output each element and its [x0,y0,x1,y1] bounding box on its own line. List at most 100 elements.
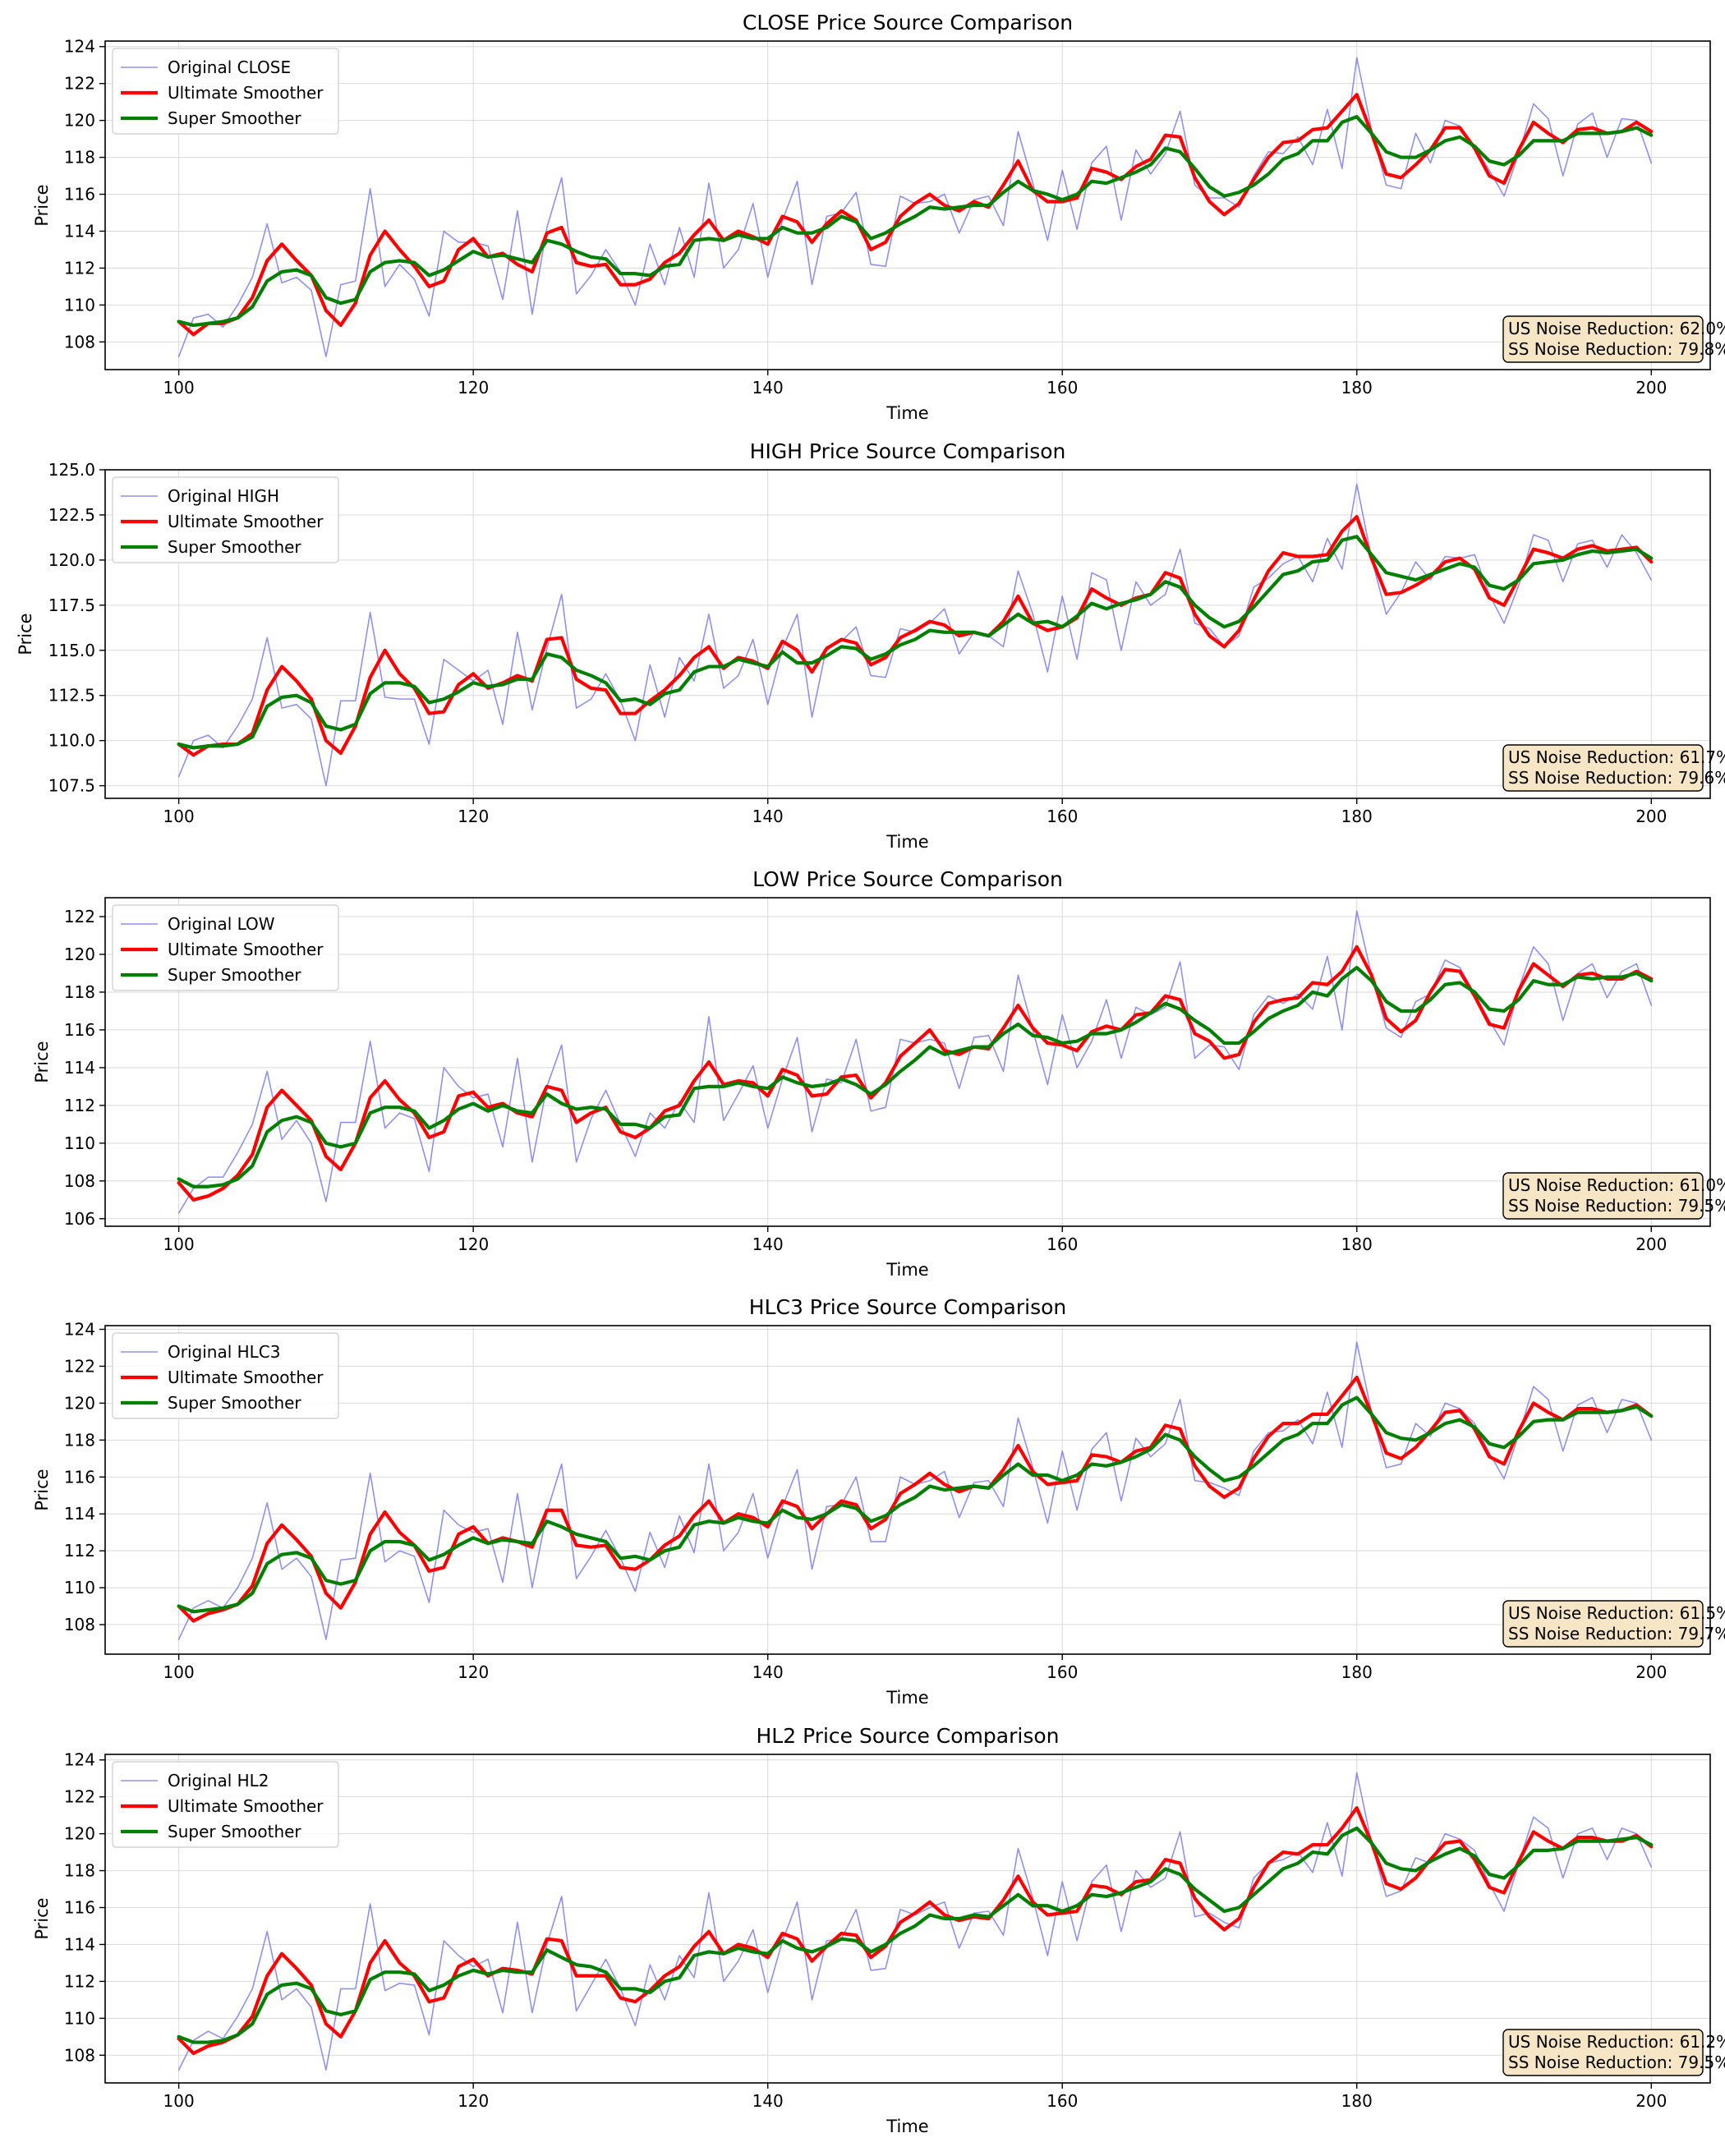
x-tick-label: 140 [752,378,784,398]
y-tick-label: 122 [64,907,95,926]
y-tick-label: 112 [64,258,95,278]
legend-box [112,1332,339,1419]
series-line-super [177,1395,1654,1614]
legend: Original HL2 Ultimate Smoother Super Smoot… [112,1761,339,1848]
legend-label-ultimate: Ultimate Smoother [168,940,324,959]
legend: Original HLC3 Ultimate Smoother Super Smoo… [112,1332,339,1419]
x-tick-label: 180 [1341,378,1373,398]
annotation-line: SS Noise Reduction: 79.5% [1508,1196,1725,1216]
annotation-line: US Noise Reduction: 62.0% [1508,319,1725,338]
x-tick-label: 200 [1635,2091,1667,2111]
y-axis-label: Price [32,1469,52,1510]
x-axis-label: Time [886,832,928,852]
x-tick-label: 200 [1635,807,1667,826]
x-tick-label: 160 [1046,1662,1078,1682]
series-line-super [177,965,1654,1188]
y-tick-label: 120 [64,1824,95,1844]
x-tick-label: 200 [1635,1234,1667,1254]
legend-label-original: Original HL2 [168,1771,269,1791]
series-line-original [177,1772,1653,2071]
y-tick-label: 110 [64,1133,95,1153]
legend-label-ultimate: Ultimate Smoother [168,1796,324,1816]
noise-reduction-annotation: US Noise Reduction: 61.7%SS Noise Reduct… [1502,744,1725,792]
x-tick-label: 140 [752,1234,784,1254]
annotation-box [1502,1600,1704,1648]
legend-label-original: Original LOW [168,914,275,934]
subplot-4: HLC3 Price Source Comparison 100 120 140 160… [32,1295,1725,1708]
x-tick-label: 120 [458,1234,489,1254]
series-line-original [177,57,1653,358]
y-tick-label: 120.0 [48,550,95,570]
x-axis-label: Time [886,1688,928,1708]
x-tick-label: 120 [458,2091,489,2111]
noise-reduction-annotation: US Noise Reduction: 61.2%SS Noise Reduct… [1502,2029,1725,2076]
x-tick-label: 120 [458,807,489,826]
y-tick-label: 120 [64,1393,95,1413]
y-tick-label: 108 [64,332,95,352]
y-tick-label: 122 [64,1356,95,1376]
x-tick-label: 100 [163,2091,195,2111]
chart-title: HIGH Price Source Comparison [750,439,1066,463]
noise-reduction-annotation: US Noise Reduction: 61.5%SS Noise Reduct… [1502,1600,1725,1648]
y-tick-label: 107.5 [48,776,95,796]
legend-label-original: Original HIGH [168,486,279,506]
y-tick-label: 116 [64,1467,95,1487]
y-tick-label: 114 [64,1504,95,1524]
y-tick-label: 112 [64,1541,95,1561]
x-tick-label: 140 [752,2091,784,2111]
y-tick-label: 108 [64,2045,95,2065]
chart-title: HL2 Price Source Comparison [756,1724,1059,1748]
y-axis-label: Price [32,1041,52,1083]
y-tick-label: 122.5 [48,505,95,525]
y-tick-label: 114 [64,221,95,241]
y-tick-label: 124 [64,37,95,57]
legend-label-ultimate: Ultimate Smoother [168,83,324,103]
subplot-5: HL2 Price Source Comparison 100 120 140 160 1… [32,1724,1725,2136]
series-line-ultimate [177,945,1654,1202]
plot-frame [104,897,1711,1227]
subplot-3: LOW Price Source Comparison 100 120 140 160 1… [32,867,1725,1280]
x-tick-label: 100 [163,1662,195,1682]
plot-frame [104,1754,1711,2084]
annotation-box [1502,315,1704,363]
series-line-ultimate [177,1375,1654,1623]
x-tick-label: 180 [1341,1662,1373,1682]
y-tick-label: 112 [64,1096,95,1115]
plot-frame [104,469,1711,799]
y-tick-label: 120 [64,945,95,964]
y-tick-label: 114 [64,1058,95,1078]
x-tick-label: 160 [1046,2091,1078,2111]
annotation-line: US Noise Reduction: 61.0% [1508,1175,1725,1195]
y-tick-label: 116 [64,1898,95,1918]
y-axis-label: Price [16,613,35,655]
y-tick-label: 112 [64,1971,95,1991]
y-tick-label: 108 [64,1615,95,1634]
annotation-box [1502,2029,1704,2076]
legend-label-ultimate: Ultimate Smoother [168,512,324,531]
legend-label-super: Super Smoother [168,1822,301,1841]
x-tick-label: 140 [752,807,784,826]
y-tick-label: 124 [64,1750,95,1770]
x-axis-label: Time [886,403,928,423]
legend-box [112,476,339,563]
legend-label-ultimate: Ultimate Smoother [168,1368,324,1387]
x-tick-label: 160 [1046,378,1078,398]
series-line-super [177,115,1654,328]
y-tick-label: 110 [64,295,95,315]
y-tick-label: 118 [64,1430,95,1450]
x-tick-label: 200 [1635,1662,1667,1682]
x-tick-label: 140 [752,1662,784,1682]
x-tick-label: 160 [1046,1234,1078,1254]
y-tick-label: 106 [64,1209,95,1229]
chart-title: HLC3 Price Source Comparison [749,1295,1066,1319]
y-tick-label: 117.5 [48,595,95,615]
subplot-2: HIGH Price Source Comparison 100 120 140 160… [16,439,1725,852]
noise-reduction-annotation: US Noise Reduction: 61.0%SS Noise Reduct… [1502,1172,1725,1220]
y-tick-label: 112.5 [48,686,95,706]
legend-label-super: Super Smoother [168,965,301,985]
subplot-1: CLOSE Price Source Comparison 100 120 140 16… [32,11,1725,423]
y-tick-label: 114 [64,1934,95,1954]
legend: Original HIGH Ultimate Smoother Super Smoo… [112,476,339,563]
legend-label-original: Original CLOSE [168,57,291,77]
